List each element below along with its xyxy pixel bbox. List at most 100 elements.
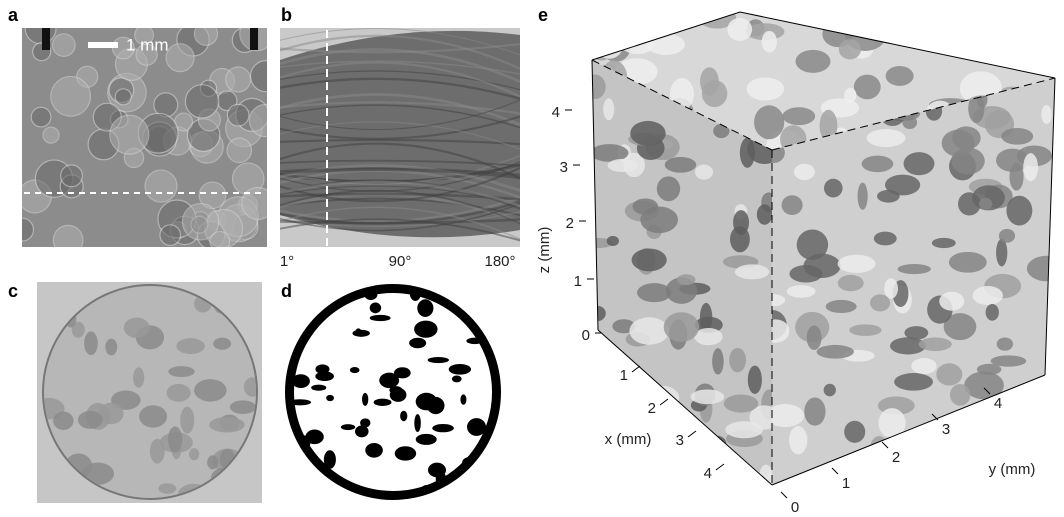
texture — [746, 77, 784, 100]
texture — [292, 374, 310, 388]
texture — [476, 460, 497, 478]
scale-bar — [88, 42, 118, 48]
texture — [379, 373, 399, 388]
texture — [911, 358, 936, 374]
texture — [480, 316, 495, 330]
texture — [326, 395, 334, 401]
texture — [844, 88, 856, 103]
texture — [919, 338, 952, 351]
cell — [31, 107, 51, 127]
texture — [189, 448, 199, 460]
texture — [867, 129, 906, 147]
texture — [870, 436, 888, 462]
texture — [871, 9, 896, 26]
texture — [603, 98, 614, 120]
texture — [894, 373, 933, 391]
texture — [782, 195, 803, 215]
texture — [693, 423, 704, 449]
texture — [858, 183, 868, 210]
texture — [898, 264, 931, 274]
tick — [716, 464, 724, 470]
texture — [844, 421, 865, 443]
texture — [452, 376, 462, 383]
x-tick-label: 1 — [620, 367, 628, 384]
texture — [700, 303, 712, 332]
scale-bar-label: 1 mm — [126, 35, 169, 54]
texture — [952, 126, 981, 149]
texture — [932, 238, 956, 248]
texture — [1005, 434, 1018, 451]
texture — [1034, 458, 1045, 487]
texture — [629, 317, 669, 344]
texture — [311, 385, 326, 391]
tick — [781, 492, 787, 498]
texture — [168, 426, 182, 452]
texture — [839, 39, 861, 59]
texture — [432, 424, 454, 432]
texture — [936, 363, 962, 385]
texture — [998, 435, 1009, 461]
texture — [782, 107, 815, 125]
tick — [688, 431, 696, 437]
texture — [675, 13, 700, 26]
texture — [838, 275, 864, 291]
texture — [1006, 196, 1032, 226]
texture — [884, 278, 898, 298]
texture — [395, 446, 416, 460]
texture — [862, 156, 894, 173]
texture — [414, 414, 421, 432]
y-tick-label: 4 — [994, 395, 1002, 412]
texture — [886, 66, 914, 86]
cell — [145, 170, 177, 202]
cell — [227, 104, 249, 126]
texture — [817, 345, 854, 359]
texture — [991, 440, 1009, 454]
texture — [664, 312, 699, 342]
texture — [467, 418, 486, 436]
texture — [695, 165, 713, 180]
texture — [729, 348, 746, 372]
texture — [1023, 153, 1038, 181]
texture — [414, 321, 437, 338]
texture — [740, 138, 755, 168]
y-tick-label: 1 — [842, 475, 850, 492]
texture — [84, 331, 98, 355]
z-axis-label: z (mm) — [536, 227, 553, 274]
texture — [950, 384, 970, 406]
texture — [979, 198, 992, 210]
texture — [939, 292, 964, 311]
texture — [425, 329, 431, 336]
z-tick-label: 4 — [552, 104, 560, 121]
cell — [182, 204, 218, 240]
texture — [209, 417, 244, 433]
panel-label: b — [281, 5, 292, 25]
z-tick-label: 0 — [582, 327, 590, 344]
texture — [789, 426, 807, 455]
cell — [115, 89, 131, 105]
tick — [660, 399, 668, 405]
cell — [160, 225, 181, 246]
texture — [1025, 423, 1061, 450]
texture — [53, 412, 73, 430]
panel-label: a — [8, 5, 19, 25]
tick — [632, 366, 640, 372]
tick — [832, 468, 838, 474]
texture — [362, 393, 368, 406]
texture — [374, 399, 392, 406]
texture — [207, 455, 218, 469]
texture — [150, 439, 165, 464]
cell — [11, 218, 34, 241]
texture — [428, 357, 449, 363]
cell — [110, 115, 149, 154]
texture — [988, 28, 1024, 58]
texture — [365, 443, 383, 458]
texture — [874, 232, 897, 246]
texture — [971, 416, 992, 434]
texture — [907, 465, 944, 484]
texture — [996, 239, 1007, 267]
texture — [665, 157, 697, 173]
cell — [250, 61, 281, 92]
texture — [949, 2, 984, 23]
texture — [655, 404, 671, 423]
texture — [646, 34, 685, 55]
